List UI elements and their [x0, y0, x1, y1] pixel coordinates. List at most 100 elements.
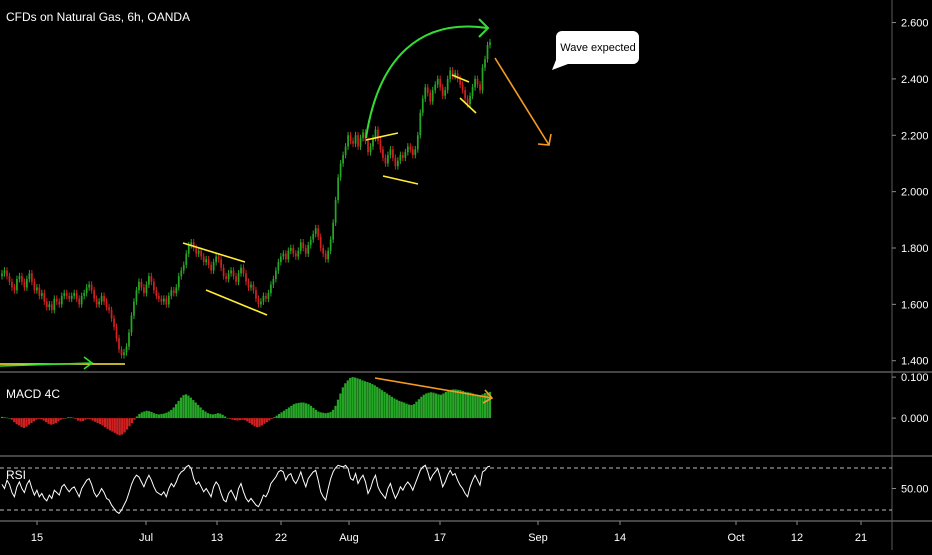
candle-body — [220, 259, 222, 268]
candle — [474, 75, 476, 91]
candle — [471, 83, 474, 100]
candle — [262, 292, 265, 305]
candle — [481, 64, 484, 94]
candle-body — [454, 73, 457, 77]
candle — [294, 250, 297, 260]
candle — [11, 278, 13, 291]
macd-bar — [20, 418, 23, 428]
candle — [242, 264, 245, 277]
candle — [28, 269, 31, 283]
macd-bar — [339, 393, 342, 419]
macd-divergence-arrow — [374, 377, 494, 404]
macd-bar — [130, 418, 134, 424]
candle-body — [108, 307, 110, 310]
candle-body — [486, 45, 489, 60]
macd-bar — [317, 411, 320, 419]
macd-bar — [407, 404, 411, 419]
candle — [1, 269, 3, 280]
candle — [469, 92, 471, 108]
candle — [421, 95, 424, 117]
candle — [148, 272, 150, 289]
candle — [53, 295, 56, 314]
macd-bar — [15, 418, 18, 425]
macd-bar — [165, 412, 168, 419]
orange-down-arrow — [494, 57, 552, 146]
candle — [202, 253, 205, 266]
candle — [100, 292, 103, 305]
candle-body — [392, 149, 394, 158]
candle-body — [130, 315, 133, 333]
candle-body — [6, 270, 8, 277]
candle-body — [205, 259, 208, 263]
green-curved-arrow — [365, 18, 490, 139]
macd-bar — [45, 418, 48, 423]
candle — [105, 298, 108, 311]
macd-bar — [405, 403, 408, 419]
candle — [145, 281, 148, 297]
macd-bar — [275, 415, 278, 419]
flag-pattern-mid-aug — [451, 74, 477, 114]
macd-bar — [128, 418, 131, 427]
candle — [230, 267, 232, 277]
candle-body — [83, 293, 86, 296]
candle-body — [177, 276, 180, 288]
flag-jul-upper-line — [182, 242, 246, 263]
candle-body — [302, 242, 305, 248]
candle-body — [215, 256, 217, 263]
macd-bar — [106, 418, 109, 429]
macd-bar — [265, 418, 268, 423]
candle-body — [8, 276, 11, 282]
candle-body — [113, 318, 115, 327]
candle-body — [344, 146, 347, 155]
candle — [397, 157, 399, 170]
candle — [265, 292, 267, 303]
green-arrow-bottom — [0, 356, 94, 370]
macd-bar — [461, 391, 465, 419]
macd-bar — [241, 418, 244, 420]
callout: Wave expected — [552, 31, 639, 70]
candle — [446, 75, 449, 94]
macd-bar — [121, 418, 124, 435]
macd-bar — [76, 418, 80, 421]
macd-bar — [457, 389, 460, 419]
candle — [456, 69, 459, 83]
candle-body — [459, 78, 461, 85]
macd-bar — [123, 418, 126, 433]
callout-text: Wave expected — [560, 42, 635, 54]
candle-body — [334, 200, 337, 223]
macd-bar — [403, 402, 406, 419]
macd-bar — [356, 378, 359, 419]
macd-bar — [49, 418, 53, 425]
candle — [220, 255, 222, 272]
macd-bar — [363, 381, 367, 419]
time-tick-label: 13 — [211, 532, 223, 544]
macd-bar — [108, 418, 112, 431]
candle-body — [247, 281, 250, 288]
macd-bar — [221, 414, 224, 419]
macd-bar — [464, 391, 467, 419]
macd-bar — [302, 402, 305, 419]
candle-body — [21, 276, 23, 282]
time-tick-label: Oct — [727, 532, 744, 544]
candle-body — [369, 146, 372, 153]
macd-bar — [395, 399, 398, 419]
candle-body — [272, 279, 275, 285]
candle — [275, 267, 277, 283]
macd-bar — [344, 383, 347, 419]
candle-body — [451, 70, 454, 77]
candle — [252, 281, 255, 294]
macd-bar — [385, 393, 389, 419]
macd-bar — [295, 403, 298, 419]
candle — [354, 131, 357, 148]
candle-body — [18, 276, 21, 279]
macd-bar — [255, 418, 259, 428]
candle — [60, 292, 63, 308]
candle — [167, 292, 170, 308]
macd-bar — [54, 418, 58, 424]
candle — [479, 81, 481, 94]
candle — [215, 253, 217, 266]
chart-title: CFDs on Natural Gas, 6h, OANDA — [6, 10, 190, 24]
macd-bar — [101, 418, 104, 426]
candlestick-series — [1, 38, 491, 359]
macd-bar — [361, 380, 364, 419]
